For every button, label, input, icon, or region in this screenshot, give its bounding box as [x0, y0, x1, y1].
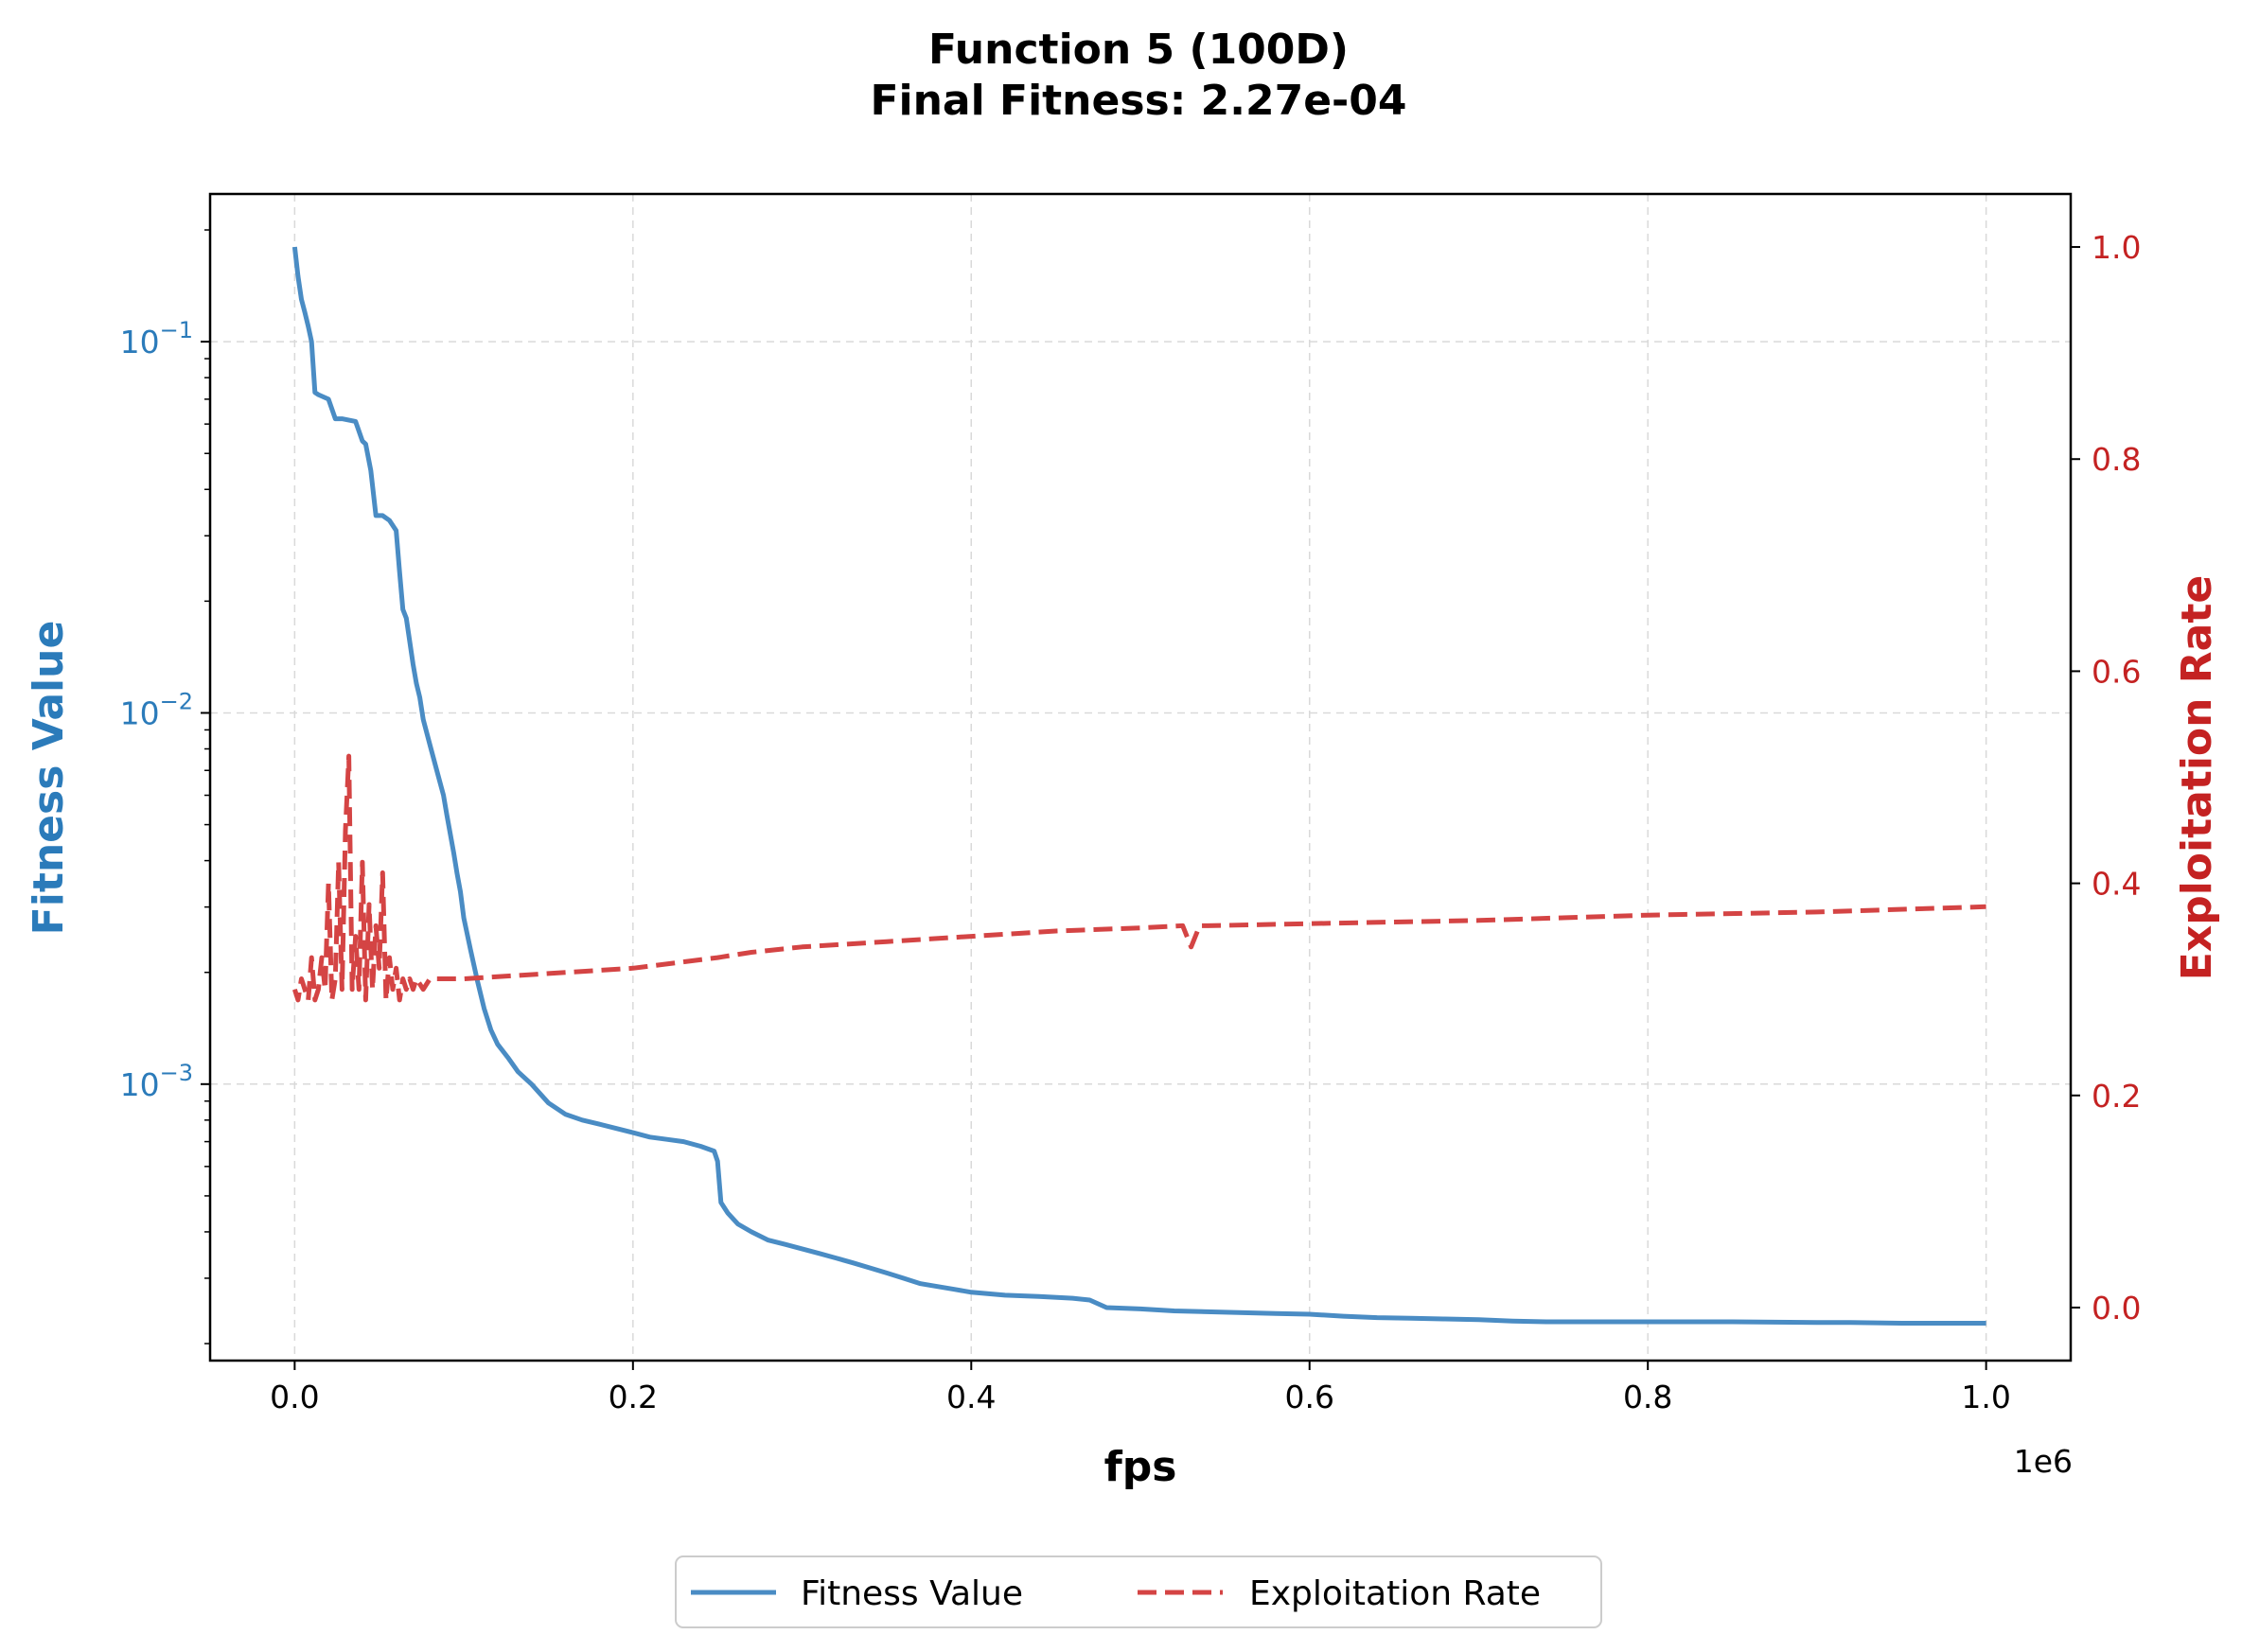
y-right-tick-label: 0.0 [2092, 1290, 2141, 1327]
y-right-tick-label: 0.2 [2092, 1078, 2141, 1115]
x-tick-label: 0.8 [1623, 1379, 1672, 1415]
y-right-tick-label: 0.8 [2092, 441, 2141, 478]
y-axis-left: 10−1 10−2 10−3 [120, 229, 210, 1344]
x-tick-label: 1.0 [1961, 1379, 2010, 1415]
y-axis-right: 0.0 0.2 0.4 0.6 0.8 1.0 [2071, 229, 2141, 1327]
plot-frame [208, 192, 2073, 1362]
x-tick-label: 0.4 [946, 1379, 996, 1415]
exploitation-line [292, 753, 1986, 1003]
y-left-tick-label: 10−1 [120, 317, 193, 360]
y-right-tick-label: 0.6 [2092, 653, 2141, 690]
x-tick-label: 0.6 [1284, 1379, 1333, 1415]
y-left-tick-label: 10−3 [120, 1060, 193, 1103]
grid [210, 194, 2071, 1361]
legend-exploitation-label: Exploitation Rate [1249, 1574, 1541, 1613]
x-offset-label: 1e6 [2014, 1443, 2073, 1480]
fitness-series [291, 246, 1986, 1326]
x-tick-label: 0.2 [609, 1379, 658, 1415]
x-tick-label: 0.0 [270, 1379, 319, 1415]
legend-fitness-label: Fitness Value [801, 1574, 1023, 1613]
y-right-tick-label: 0.4 [2092, 866, 2141, 903]
y-right-tick-label: 1.0 [2092, 229, 2141, 266]
y-left-tick-label: 10−2 [120, 688, 193, 731]
x-axis: 0.0 0.2 0.4 0.6 0.8 1.0 [270, 1361, 2011, 1415]
exploitation-series [292, 753, 1986, 1003]
chart-title-line2: Final Fitness: 2.27e-04 [870, 77, 1406, 125]
y-axis-left-label: Fitness Value [25, 621, 73, 936]
x-axis-label: fps [1104, 1443, 1177, 1491]
fitness-line [291, 246, 1986, 1326]
y-axis-right-label: Exploitation Rate [2173, 575, 2221, 980]
legend: Fitness Value Exploitation Rate [675, 1555, 1602, 1628]
chart-title-line1: Function 5 (100D) [928, 26, 1349, 74]
